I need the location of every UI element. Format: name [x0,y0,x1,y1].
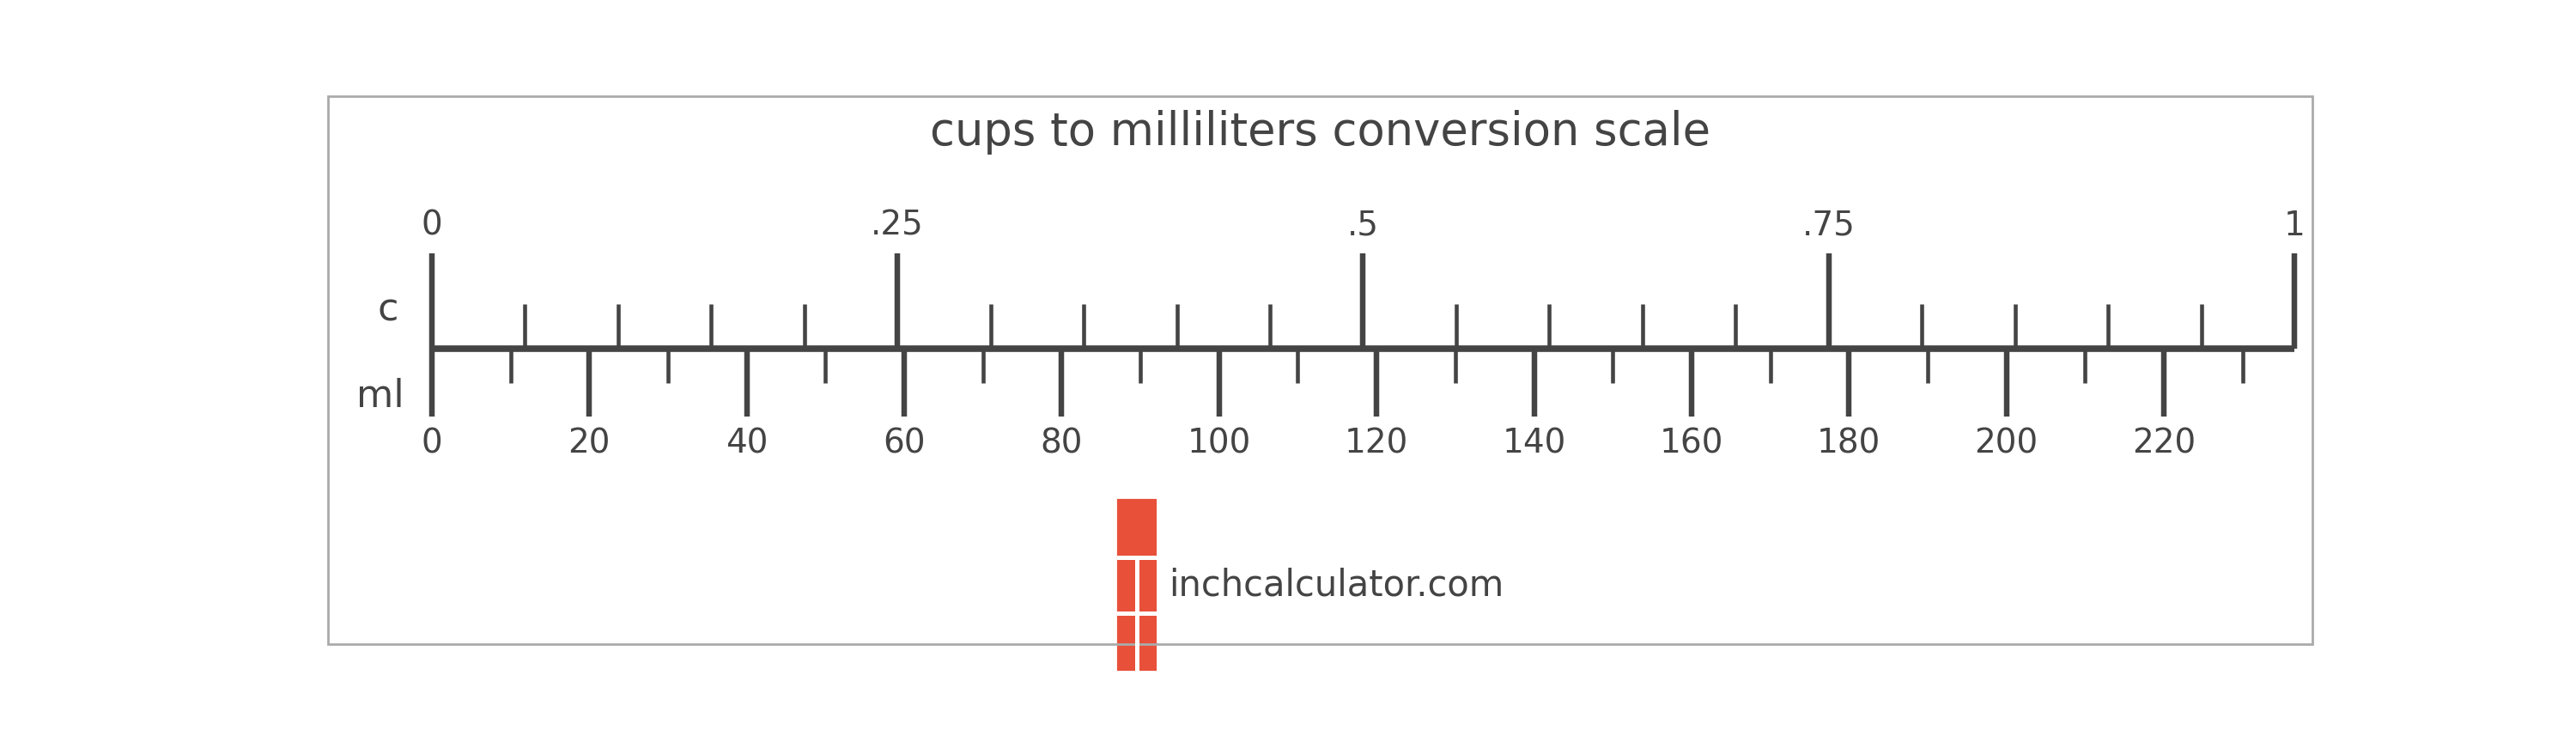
Text: 220: 220 [2133,428,2195,461]
Text: inchcalculator.com: inchcalculator.com [1170,567,1504,603]
Text: 160: 160 [1659,428,1723,461]
Text: 0: 0 [422,210,443,242]
Text: cups to milliliters conversion scale: cups to milliliters conversion scale [930,110,1710,155]
Text: 200: 200 [1976,428,2038,461]
FancyBboxPatch shape [1118,501,1154,669]
Text: 100: 100 [1188,428,1252,461]
Text: c: c [376,291,399,328]
Text: 120: 120 [1345,428,1409,461]
Text: .25: .25 [871,210,925,242]
Text: 60: 60 [884,428,925,461]
Text: ml: ml [355,378,404,415]
Text: 1: 1 [2285,210,2306,242]
Text: 20: 20 [569,428,611,461]
Text: 0: 0 [422,428,443,461]
Text: .75: .75 [1803,210,1855,242]
Text: .5: .5 [1347,210,1378,242]
Text: 80: 80 [1041,428,1082,461]
Text: 40: 40 [726,428,768,461]
Text: 180: 180 [1816,428,1880,461]
Text: 140: 140 [1502,428,1566,461]
